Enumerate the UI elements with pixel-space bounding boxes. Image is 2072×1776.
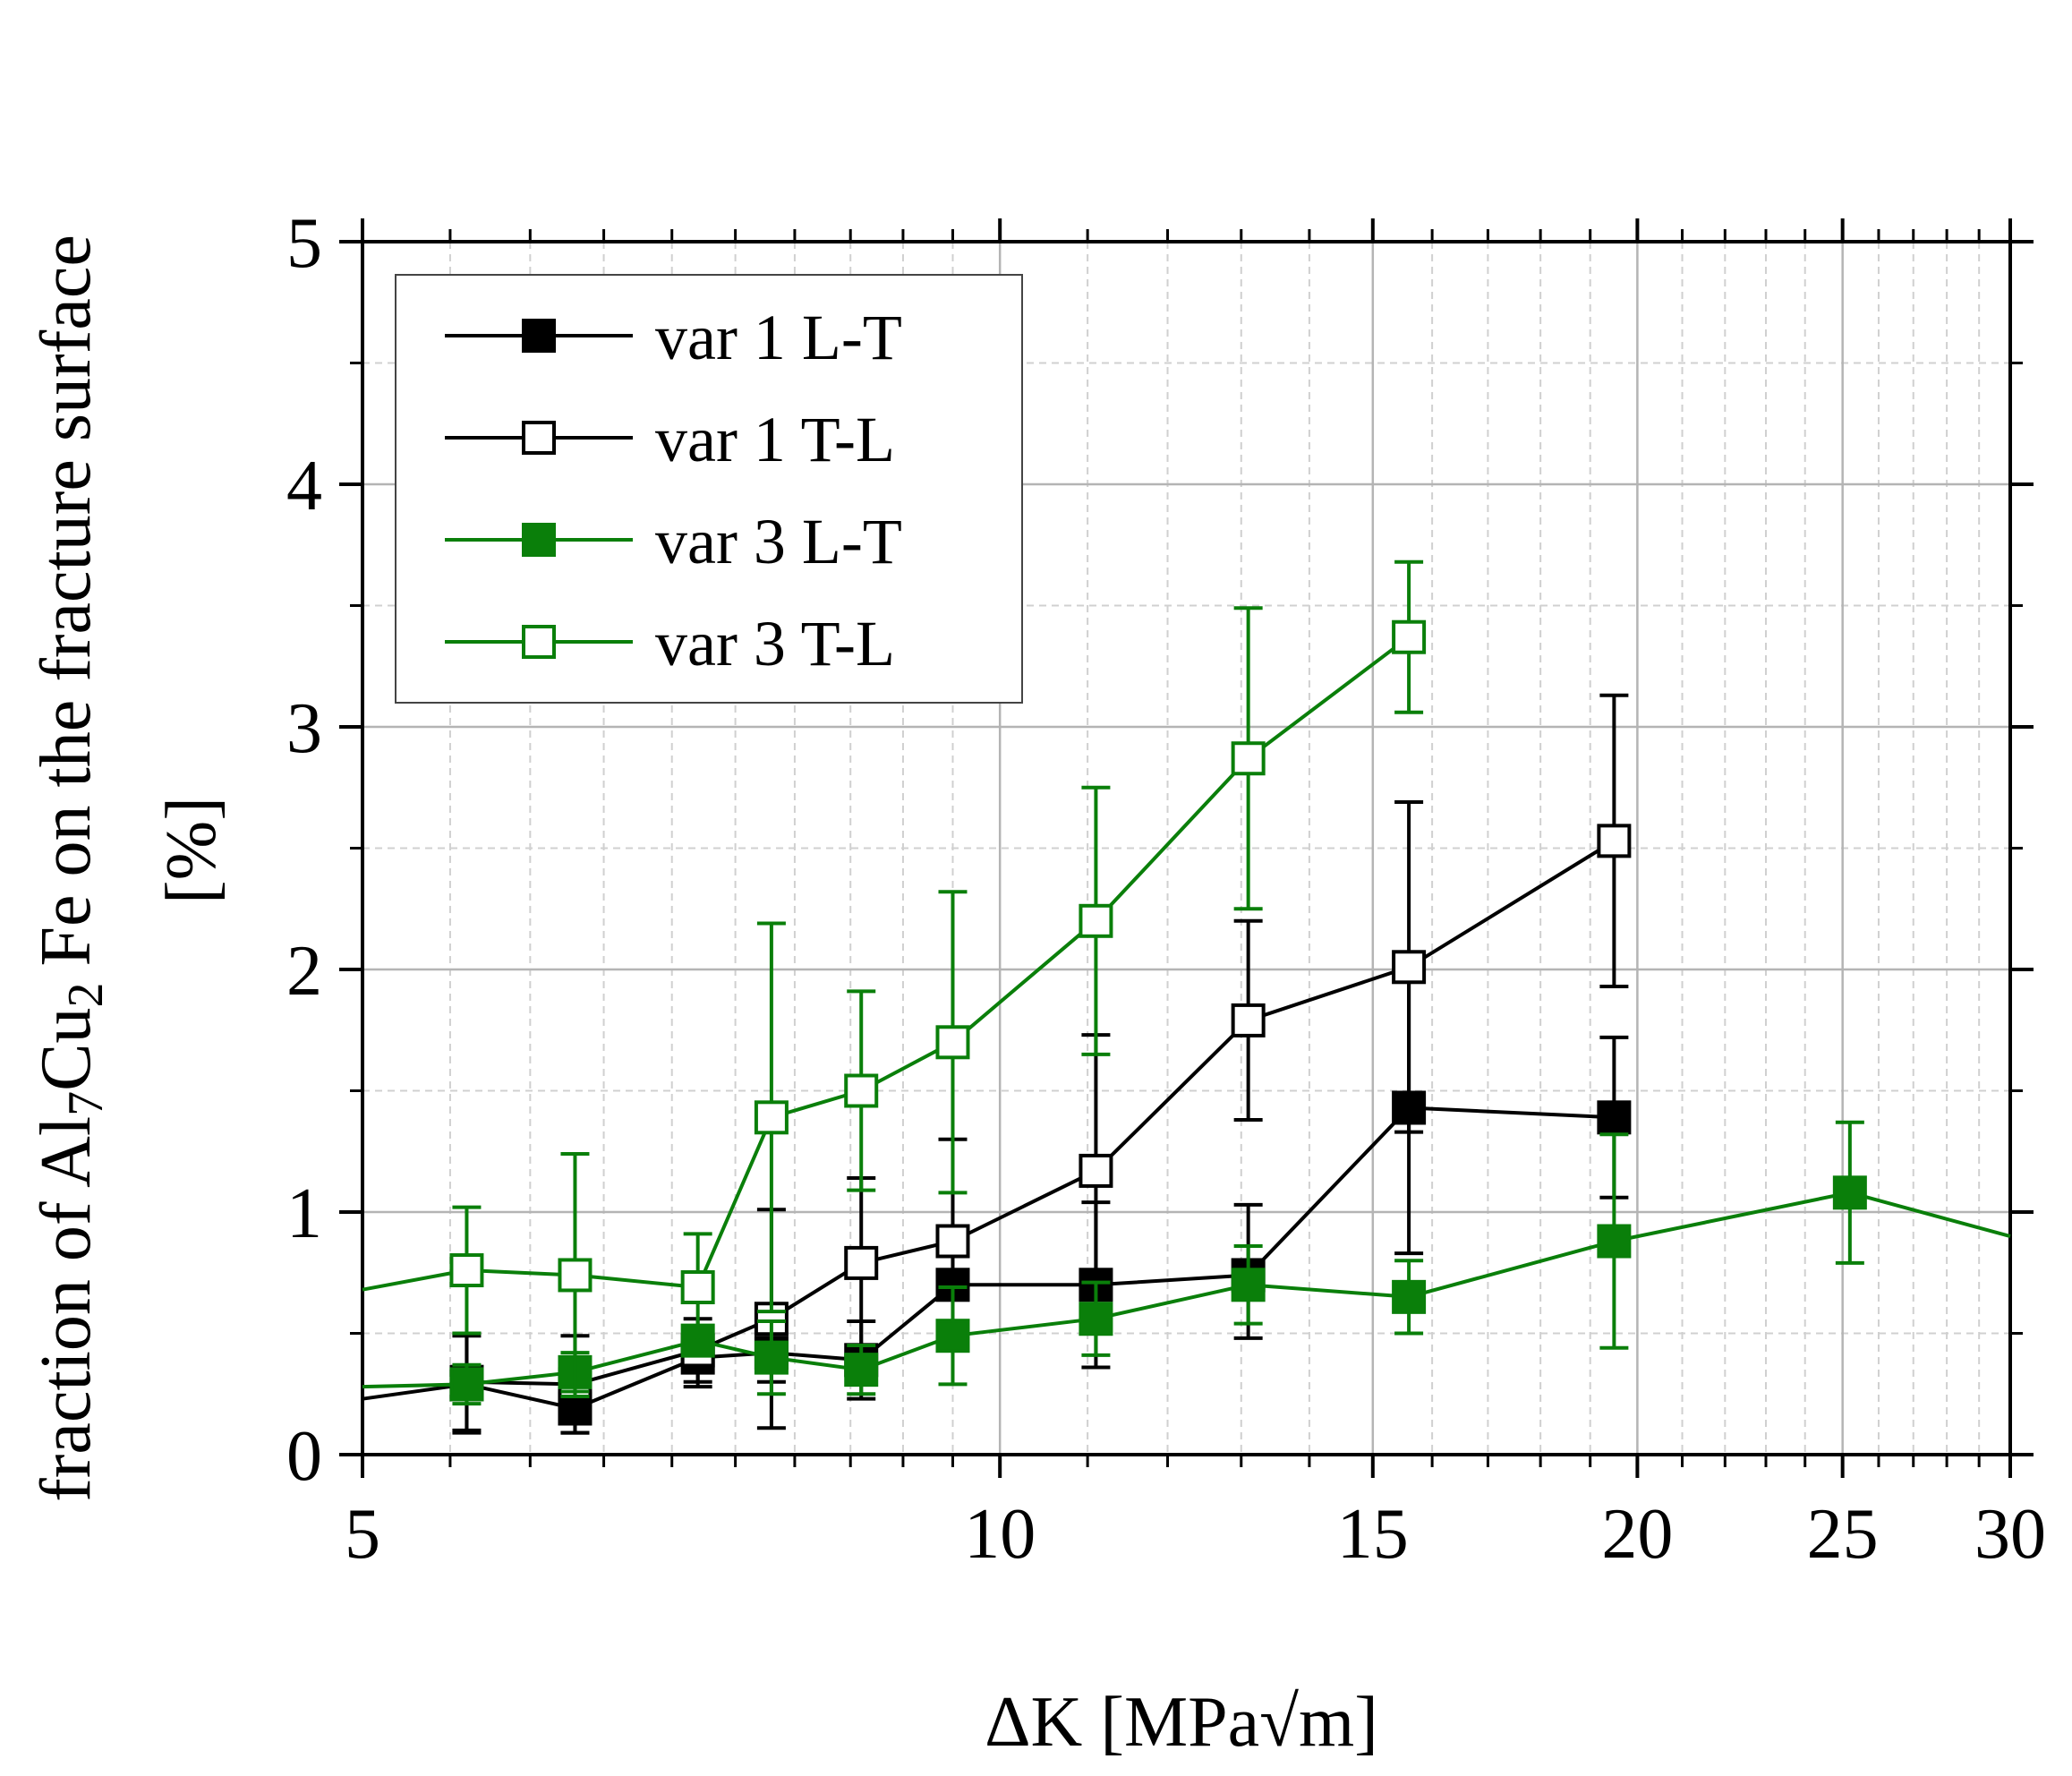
legend-marker (522, 625, 556, 659)
y-axis-title-mid: Cu (27, 1008, 106, 1091)
legend-marker (522, 523, 556, 557)
y-tick-label: 3 (286, 689, 322, 768)
y-tick-label: 0 (286, 1417, 322, 1496)
data-point (1231, 1268, 1266, 1302)
legend-label: var 3 T-L (655, 608, 895, 679)
series-3 (362, 559, 1427, 1398)
data-point (1597, 1224, 1632, 1259)
y-tick-label: 4 (286, 447, 322, 525)
data-point (935, 1319, 970, 1353)
y-axis-title: fraction of Al7Cu2 Fe on the fracture sur… (27, 235, 114, 1502)
data-point (680, 1270, 715, 1305)
data-point (844, 1245, 879, 1280)
data-point (1392, 950, 1427, 985)
series-2 (362, 1120, 2011, 1406)
series-line (362, 1106, 1615, 1411)
legend-entry: var 3 T-L (445, 608, 895, 679)
series-line (362, 1191, 2011, 1389)
data-point (844, 1073, 879, 1108)
x-tick-label: 20 (1601, 1495, 1673, 1574)
y-axis-unit: [%] (152, 797, 231, 904)
legend-label: var 3 L-T (655, 506, 902, 577)
y-tick-label: 1 (286, 1174, 322, 1253)
x-tick-label: 10 (964, 1495, 1036, 1574)
y-axis-title-sub1: 7 (58, 1091, 114, 1116)
data-point (449, 1253, 484, 1288)
series-layer (362, 559, 2011, 1435)
series-line (362, 636, 1411, 1292)
data-point (1079, 1302, 1113, 1336)
y-axis-title-suffix: Fe on the fracture surface (27, 235, 106, 966)
label-layer: ΔK [MPa√m] fraction of Al7Cu2Fe on the f… (27, 235, 1378, 1762)
data-point (935, 1025, 970, 1060)
y-tick-label: 5 (286, 204, 322, 283)
legend: var 1 L-T var 1 T-L var 3 L-T var 3 T-L (395, 274, 1023, 704)
legend-entry: var 3 L-T (445, 506, 902, 577)
legend-entry: var 1 L-T (445, 302, 902, 373)
data-point (935, 1224, 970, 1259)
data-point (1392, 1279, 1427, 1314)
legend-label: var 1 L-T (655, 302, 902, 373)
x-tick-label: 15 (1337, 1495, 1409, 1574)
x-tick-label: 5 (345, 1495, 380, 1574)
y-axis-title-prefix: fraction of Al (27, 1116, 106, 1502)
series-0 (362, 960, 1632, 1435)
data-point (1832, 1175, 1867, 1210)
series-line (466, 839, 1616, 1387)
legend-entry: var 1 T-L (445, 404, 895, 475)
x-axis-title: ΔK [MPa√m] (985, 1683, 1378, 1762)
legend-marker (522, 319, 556, 353)
series-1 (449, 693, 1632, 1435)
data-point (1392, 619, 1427, 654)
data-point (1231, 741, 1266, 776)
y-tick-label: 2 (286, 932, 322, 1011)
legend-marker (522, 421, 556, 455)
data-point (1597, 1100, 1632, 1135)
data-point (1597, 824, 1632, 858)
data-point (1079, 903, 1113, 938)
data-point (844, 1353, 879, 1388)
y-axis-title-sub2: 2 (58, 983, 114, 1008)
legend-box (395, 274, 1023, 704)
data-point (1231, 1003, 1266, 1037)
data-point (558, 1258, 593, 1293)
x-tick-label: 30 (1974, 1495, 2046, 1574)
data-point (754, 1340, 789, 1375)
axis-layer: 5 10 15 20 25 30 0 1 2 3 4 5 (286, 204, 2046, 1574)
data-point (754, 1100, 789, 1135)
x-tick-label: 25 (1807, 1495, 1879, 1574)
data-point (1079, 1153, 1113, 1188)
data-point (449, 1367, 484, 1402)
legend-label: var 1 T-L (655, 404, 895, 475)
